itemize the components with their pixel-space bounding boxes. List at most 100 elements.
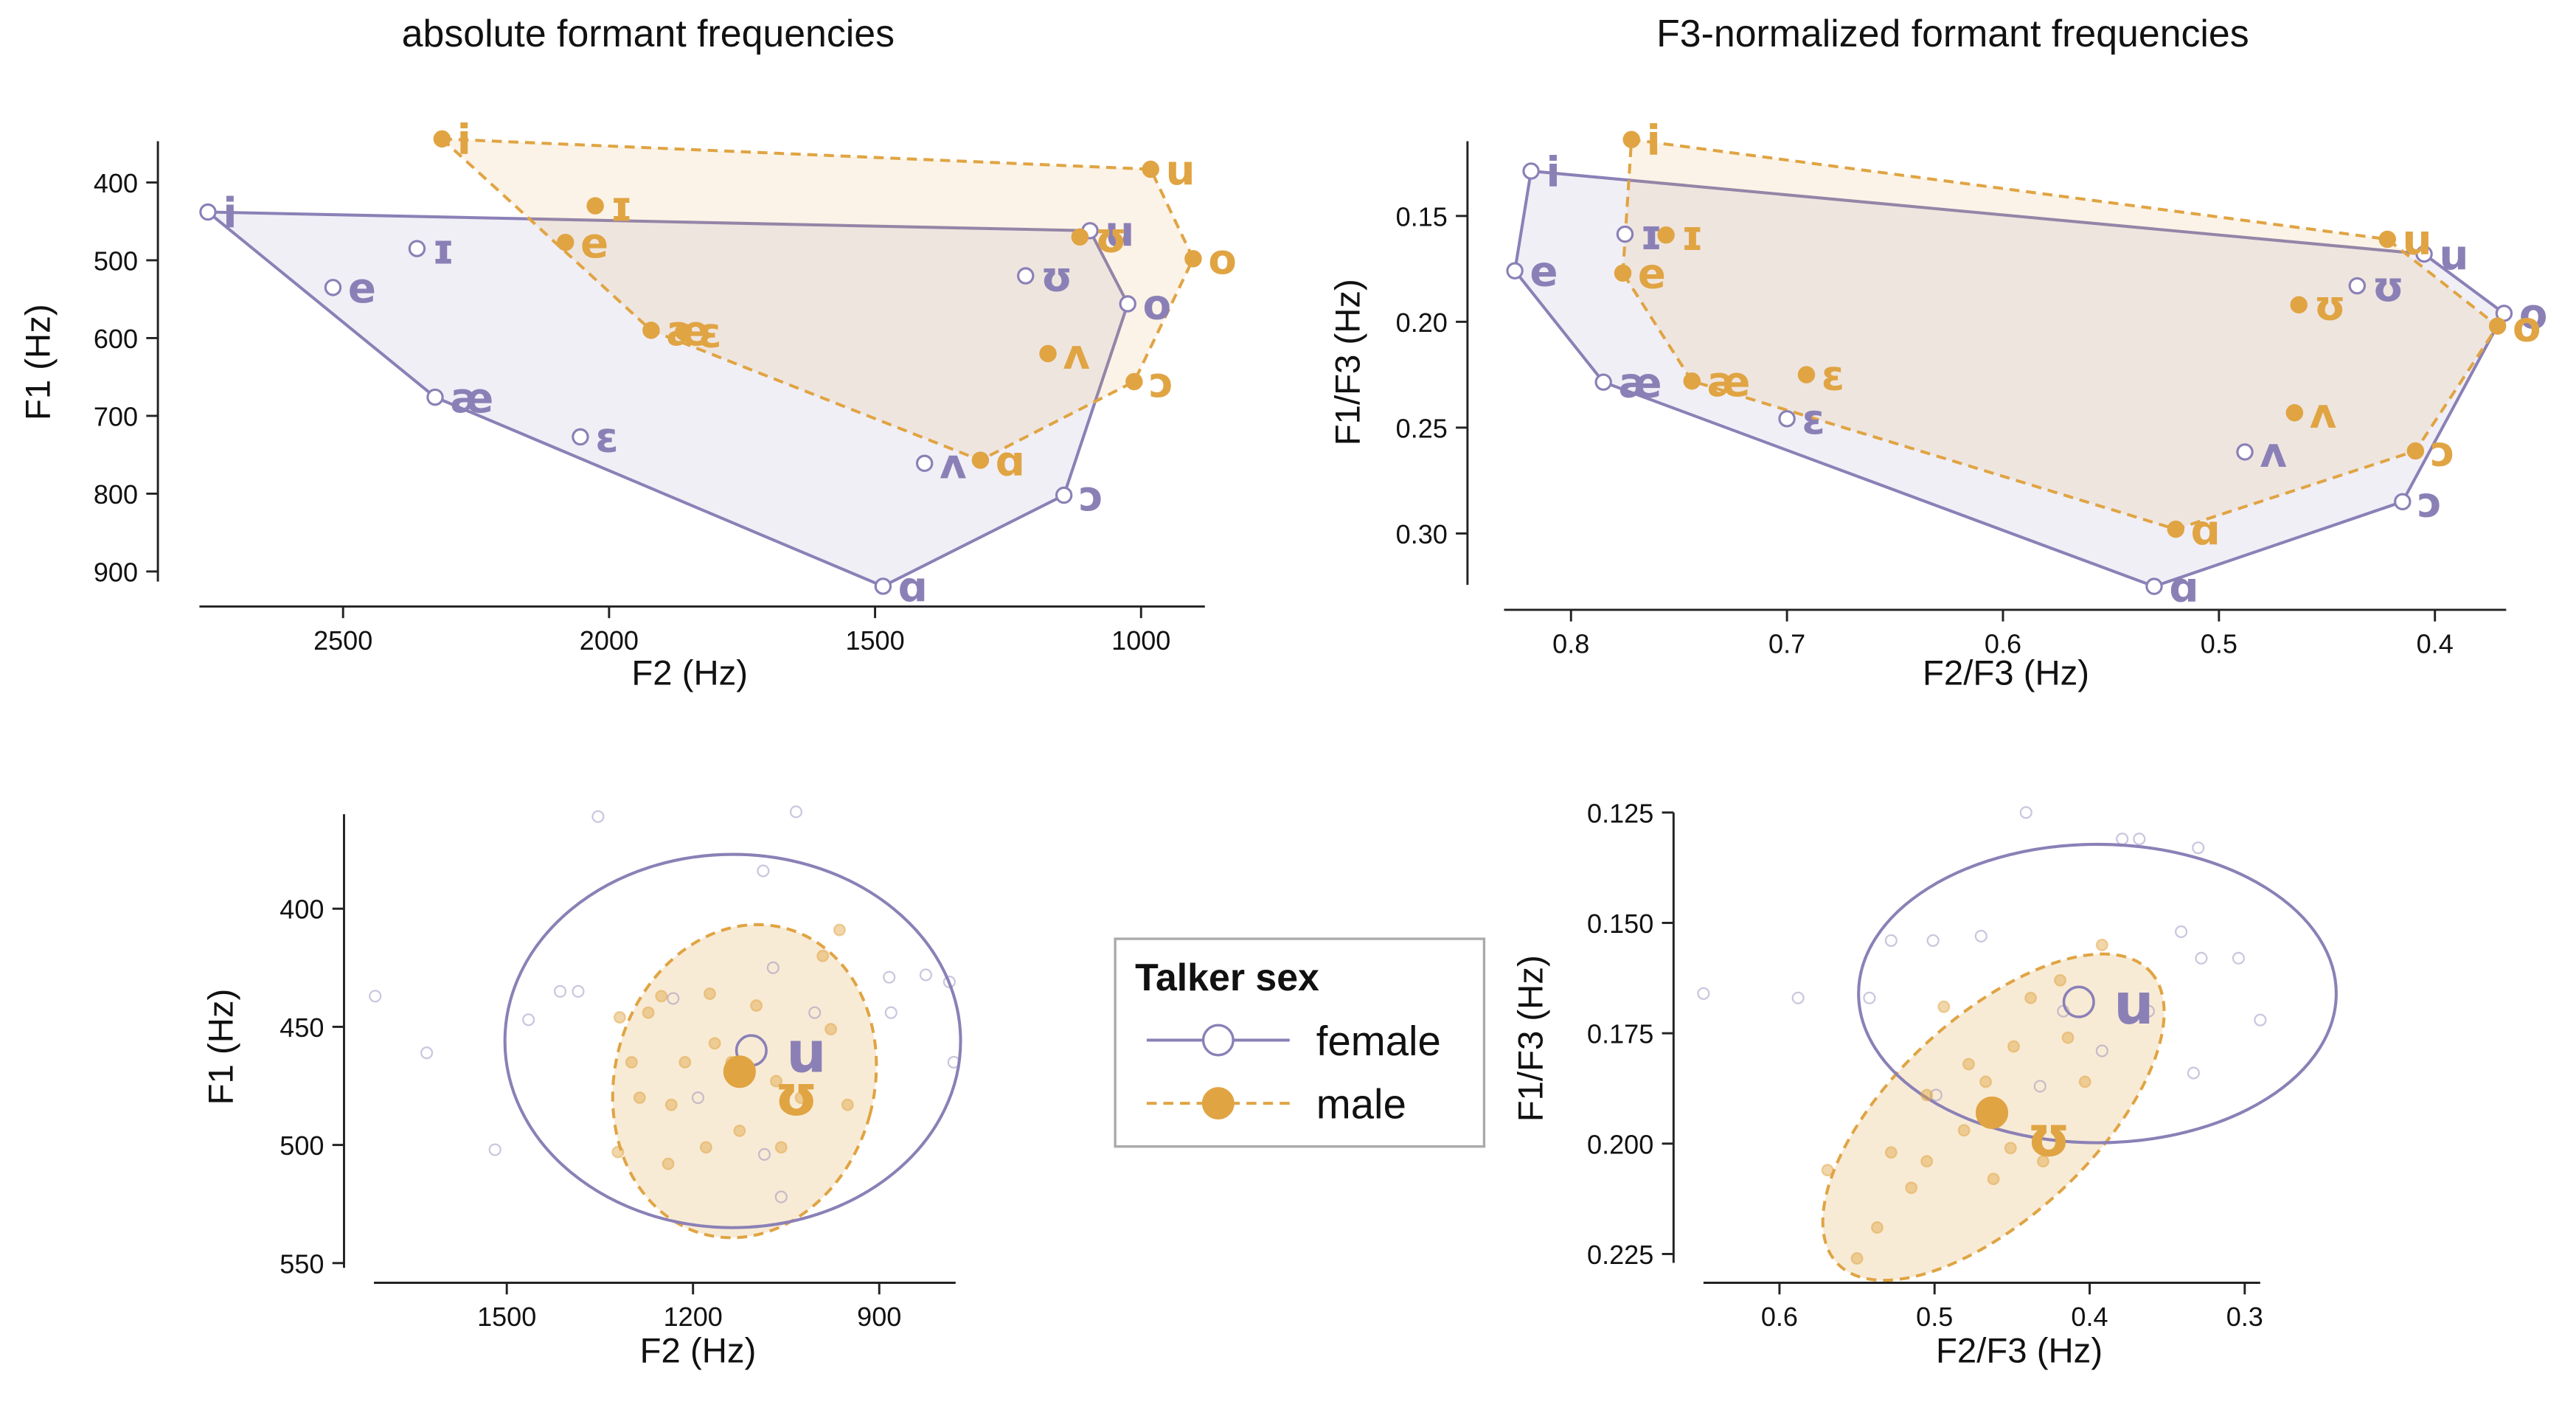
token-point bbox=[1905, 1181, 1918, 1195]
y-axis-label: F1 (Hz) bbox=[19, 304, 58, 420]
x-tick-label: 0.7 bbox=[1768, 629, 1805, 659]
token-point bbox=[1974, 929, 1987, 943]
vowel-label: e bbox=[1638, 251, 1666, 299]
vowel-label: æ bbox=[1707, 358, 1751, 406]
legend-label: female bbox=[1316, 1018, 1441, 1064]
vowel-label: ɛ bbox=[698, 309, 721, 357]
token-point bbox=[633, 1091, 646, 1105]
token-point bbox=[699, 1141, 712, 1154]
token-point bbox=[2175, 925, 2188, 939]
token-point bbox=[750, 999, 763, 1013]
vowel-label: u bbox=[1105, 208, 1134, 256]
token-point bbox=[757, 1147, 771, 1161]
token-point bbox=[766, 961, 780, 974]
legend-label: male bbox=[1316, 1080, 1406, 1127]
token-point bbox=[774, 1190, 788, 1204]
token-point bbox=[572, 984, 585, 998]
x-tick-label: 1500 bbox=[477, 1302, 536, 1332]
token-point bbox=[664, 1098, 678, 1111]
vowel-point bbox=[1184, 250, 1202, 268]
token-point bbox=[1697, 987, 1710, 1000]
vowel-label: o bbox=[2513, 303, 2541, 351]
token-point bbox=[757, 864, 770, 878]
token-point bbox=[1937, 1000, 1951, 1013]
vowel-label: e bbox=[1530, 248, 1558, 296]
token-point bbox=[2095, 1044, 2108, 1057]
token-point bbox=[591, 810, 605, 823]
vowel-label: ʌ bbox=[2310, 390, 2337, 438]
vowel-point bbox=[1657, 226, 1675, 244]
y-tick-label: 0.225 bbox=[1587, 1240, 1653, 1270]
vowel-point bbox=[557, 233, 574, 251]
mean-point bbox=[723, 1055, 756, 1088]
mean-label: ʊ bbox=[774, 1063, 818, 1129]
token-point bbox=[2232, 951, 2245, 965]
y-axis-label: F1 (Hz) bbox=[201, 989, 240, 1105]
y-tick-label: 0.30 bbox=[1396, 519, 1448, 549]
vowel-point bbox=[2378, 230, 2396, 249]
vowel-label: e bbox=[580, 220, 608, 268]
token-point bbox=[794, 1091, 808, 1105]
token-point bbox=[420, 1046, 434, 1060]
token-point bbox=[678, 1055, 692, 1069]
token-point bbox=[2195, 951, 2208, 965]
mean-label: u bbox=[786, 1021, 827, 1086]
vowel-point bbox=[572, 428, 589, 446]
token-point bbox=[667, 992, 680, 1005]
vowel-label: ʌ bbox=[1063, 331, 1090, 379]
x-axis-label: F2 (Hz) bbox=[640, 1332, 757, 1371]
token-point bbox=[2254, 1013, 2267, 1027]
token-point bbox=[816, 949, 830, 962]
vowel-label: u bbox=[2439, 232, 2468, 279]
token-point bbox=[2004, 1142, 2017, 1155]
vowel-label: ʊ bbox=[1041, 253, 1073, 301]
token-point bbox=[824, 1023, 838, 1036]
x-tick-label: 1200 bbox=[664, 1302, 723, 1332]
vowel-label: ɑ bbox=[898, 563, 928, 611]
vowel-point bbox=[2415, 245, 2433, 263]
token-point bbox=[613, 1011, 626, 1024]
token-point bbox=[833, 923, 846, 937]
vowel-label: ɪ bbox=[432, 226, 455, 274]
vowel-hull bbox=[1513, 169, 2507, 588]
vowel-label: ɛ bbox=[1822, 352, 1844, 400]
token-point bbox=[2116, 833, 2129, 846]
vowel-label: ʊ bbox=[2313, 282, 2346, 330]
y-tick-label: 500 bbox=[280, 1130, 324, 1161]
y-axis-label: F1/F3 (Hz) bbox=[1328, 279, 1367, 445]
token-point bbox=[919, 968, 932, 982]
vowel-label: ɛ bbox=[595, 414, 618, 462]
vowel-point bbox=[915, 454, 934, 472]
vowel-point bbox=[642, 322, 660, 339]
vowel-point bbox=[1119, 295, 1136, 313]
token-point bbox=[2192, 841, 2205, 855]
token-point bbox=[2133, 833, 2146, 846]
vowel-point bbox=[1778, 410, 1796, 428]
vowel-point bbox=[1683, 372, 1701, 390]
token-point bbox=[841, 1098, 854, 1111]
legend-marker bbox=[1201, 1024, 1235, 1057]
y-tick-label: 400 bbox=[280, 895, 324, 925]
token-point bbox=[1791, 991, 1805, 1004]
vowel-label: o bbox=[2519, 291, 2548, 338]
vowel-point bbox=[2145, 577, 2163, 595]
vowel-point bbox=[1055, 486, 1073, 504]
token-point bbox=[2033, 1080, 2046, 1093]
vowel-label: ɔ bbox=[2417, 479, 2442, 527]
mean-label: u bbox=[2114, 972, 2154, 1038]
token-point bbox=[1987, 1173, 2000, 1186]
vowel-label: ɑ bbox=[2191, 507, 2221, 555]
x-axis-label: F2/F3 (Hz) bbox=[1923, 653, 2089, 692]
vowel-point bbox=[1622, 131, 1640, 148]
token-point bbox=[769, 1074, 783, 1088]
token-point bbox=[554, 984, 567, 998]
vowel-point bbox=[2290, 296, 2308, 314]
y-tick-label: 500 bbox=[94, 246, 138, 276]
x-tick-label: 0.6 bbox=[1985, 629, 2021, 659]
token-point bbox=[1926, 934, 1940, 947]
token-point bbox=[1821, 1164, 1834, 1177]
x-axis-label: F2 (Hz) bbox=[631, 653, 748, 692]
token-point bbox=[2078, 1075, 2091, 1088]
x-tick-label: 900 bbox=[857, 1302, 901, 1332]
y-tick-label: 800 bbox=[94, 479, 138, 510]
